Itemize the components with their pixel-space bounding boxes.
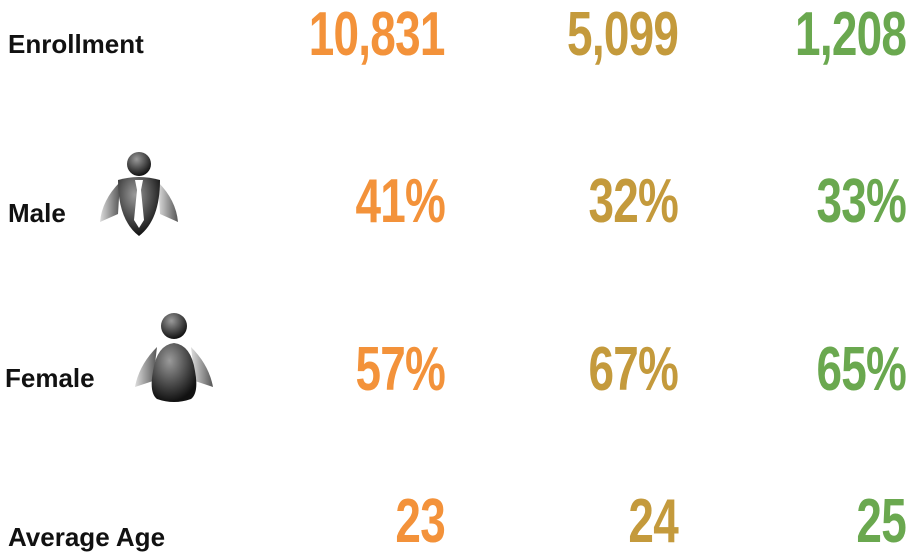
- stat-value: 5,099: [566, 0, 679, 69]
- stat-value: 32%: [588, 167, 678, 236]
- stat-value: 23: [395, 487, 445, 556]
- stat-value: 67%: [588, 335, 678, 404]
- stat-value: 24: [628, 487, 678, 556]
- stat-value: 1,208: [794, 0, 907, 69]
- row-label: Average Age: [8, 522, 166, 552]
- female-icon: [135, 313, 213, 402]
- stat-value: 33%: [816, 167, 906, 236]
- row-label: Male: [8, 198, 66, 228]
- stat-value: 25: [856, 487, 906, 556]
- stat-value: 57%: [355, 335, 445, 404]
- row-label: Enrollment: [8, 29, 144, 59]
- male-icon: [100, 152, 178, 236]
- stat-value: 65%: [816, 335, 906, 404]
- stat-value: 10,831: [309, 0, 446, 69]
- row-label: Female: [5, 363, 95, 393]
- stat-value: 41%: [355, 167, 445, 236]
